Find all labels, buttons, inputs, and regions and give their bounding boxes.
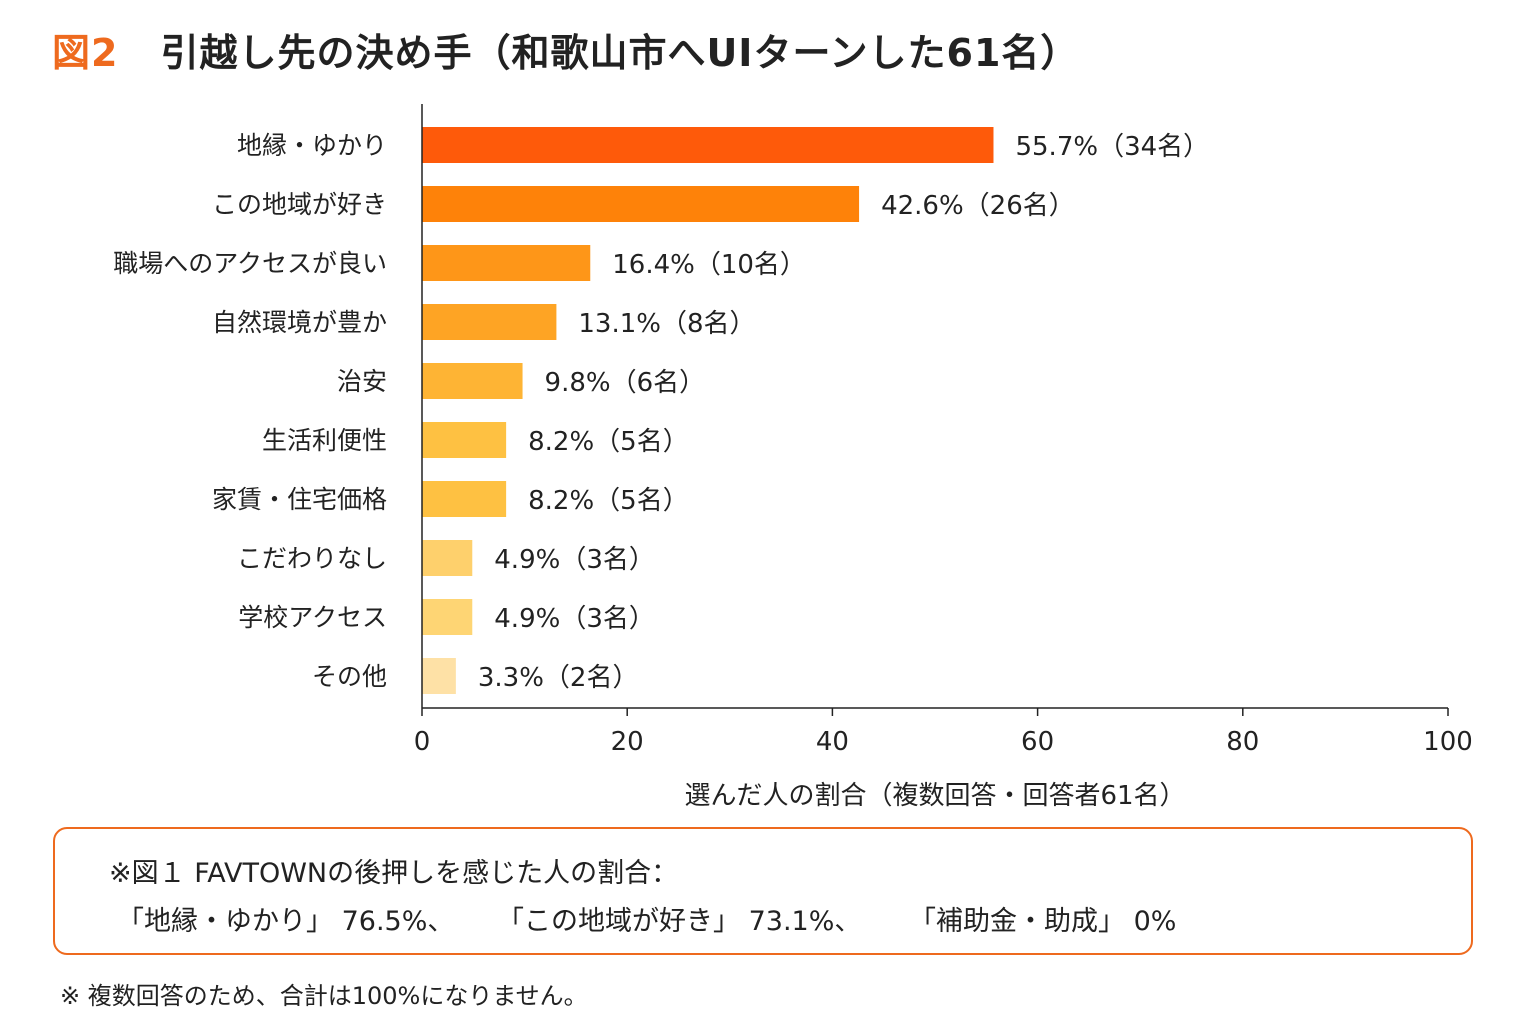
data-label: 8.2%（5名） xyxy=(528,427,689,457)
bar xyxy=(422,304,557,340)
data-label: 3.3%（2名） xyxy=(478,663,639,693)
bar xyxy=(422,481,507,517)
data-label: 55.7%（34名） xyxy=(1015,132,1209,162)
bar xyxy=(422,186,860,222)
x-tick-label: 40 xyxy=(816,727,849,757)
category-label: 治安 xyxy=(337,367,387,396)
category-label: 学校アクセス xyxy=(238,603,387,632)
bar xyxy=(422,599,473,635)
note-line-1: ※図１ FAVTOWNの後押しを感じた人の割合： xyxy=(109,858,679,889)
data-label: 9.8%（6名） xyxy=(545,368,706,398)
title-text: 引越し先の決め手（和歌山市へUIターンした61名） xyxy=(160,31,1080,75)
note-line-2: 「地縁・ゆかり」 76.5%、 「この地域が好き」 73.1%、 「補助金・助成」 … xyxy=(117,899,1176,938)
note-item-1: 「地縁・ゆかり」 76.5%、 xyxy=(117,906,455,937)
category-label: 地縁・ゆかり xyxy=(237,131,387,160)
bar xyxy=(422,422,507,458)
note-box: ※図１ FAVTOWNの後押しを感じた人の割合： 「地縁・ゆかり」 76.5%、… xyxy=(53,827,1473,955)
data-label: 4.9%（3名） xyxy=(494,604,655,634)
category-label: この地域が好き xyxy=(212,190,387,219)
category-label: 職場へのアクセスが良い xyxy=(113,249,387,278)
bar xyxy=(422,363,523,399)
x-axis-title: 選んだ人の割合（複数回答・回答者61名） xyxy=(684,781,1185,811)
bar xyxy=(422,127,994,163)
footnote: ※ 複数回答のため、合計は100%になりません。 xyxy=(60,982,588,1010)
x-tick-label: 0 xyxy=(414,727,431,757)
chart-title: 図2 引越し先の決め手（和歌山市へUIターンした61名） xyxy=(52,22,1079,77)
bar xyxy=(422,658,456,694)
data-label: 13.1%（8名） xyxy=(578,309,755,339)
x-tick-label: 100 xyxy=(1423,727,1473,757)
note-item-3: 「補助金・助成」 0% xyxy=(909,906,1177,937)
category-label: その他 xyxy=(312,662,387,691)
note-item-2: 「この地域が好き」 73.1%、 xyxy=(497,906,862,937)
category-label: 家賃・住宅価格 xyxy=(212,485,387,514)
bar xyxy=(422,245,591,281)
x-tick-label: 60 xyxy=(1021,727,1054,757)
category-label: 自然環境が豊か xyxy=(212,308,387,337)
x-tick-label: 20 xyxy=(611,727,644,757)
category-label: こだわりなし xyxy=(237,544,387,573)
data-label: 8.2%（5名） xyxy=(528,486,689,516)
x-tick-label: 80 xyxy=(1226,727,1259,757)
category-label: 生活利便性 xyxy=(262,426,387,455)
data-label: 42.6%（26名） xyxy=(881,191,1075,221)
bar-chart: 地縁・ゆかり 55.7%（34名） この地域が好き 42.6%（26名） 職場へのアクセ… xyxy=(113,104,1473,811)
data-label: 16.4%（10名） xyxy=(612,250,806,280)
bar xyxy=(422,540,473,576)
data-label: 4.9%（3名） xyxy=(494,545,655,575)
figure-number: 図2 xyxy=(52,31,119,75)
